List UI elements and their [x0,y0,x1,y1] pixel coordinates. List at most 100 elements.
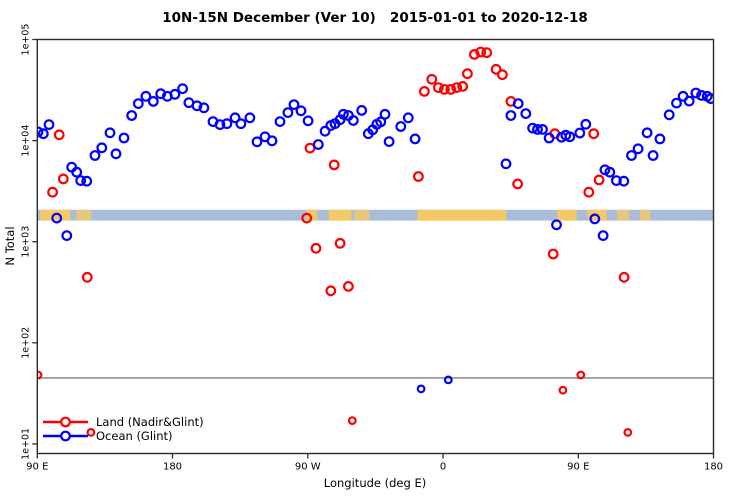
data-point [551,219,562,231]
data-point [632,143,644,155]
data-point [347,115,359,126]
legend: Land (Nadir&Glint)Ocean (Glint) [43,415,204,443]
data-point [618,271,630,283]
x-tick-label: 90 E [26,462,48,473]
data-point [671,97,682,109]
y-tick-label: 1e+04 [21,125,32,157]
data-point [295,105,307,117]
data-point [497,69,508,81]
data-point [547,248,559,260]
data-point [118,132,130,144]
x-tick-label: 180 [163,462,182,473]
data-point [413,171,424,182]
data-point [81,175,93,187]
data-point [221,118,233,130]
data-point [310,242,322,254]
data-point [580,118,592,130]
legend-entry-label: Land (Nadir&Glint) [96,415,204,429]
data-point [527,122,538,134]
data-point [443,375,453,385]
data-point [475,46,487,58]
data-point [593,174,605,186]
data-point [641,127,653,139]
data-point [469,49,480,60]
legend-entry-label: Ocean (Glint) [96,429,173,443]
chart-title: 10N-15N December (Ver 10) 2015-01-01 to … [162,10,588,26]
data-point [53,129,65,141]
data-point [505,110,517,121]
data-point [251,136,263,148]
data-point [328,159,340,171]
data-point [177,83,189,95]
land-segment [639,209,651,221]
legend-marker-circle [60,416,71,428]
plot-frame [36,38,715,455]
data-point [663,109,675,121]
data-point [75,175,87,187]
data-point [47,186,58,198]
data-point [169,88,181,100]
x-axis: 90 E 180 90 W 0 90 E 180 [26,453,723,473]
data-point [416,384,426,394]
data-point [520,108,532,119]
data-point [439,83,450,95]
data-point [543,132,555,144]
data-point [451,82,463,93]
data-point [705,93,714,104]
data-point [383,136,395,148]
x-tick-label: 0 [440,462,446,473]
x-tick-label: 90 E [567,462,589,473]
data-point [140,90,152,102]
data-point [198,102,210,114]
data-point [583,186,595,198]
data-point [126,110,138,121]
legend-marker-circle [60,430,71,442]
data-point [312,139,324,150]
land-segment [417,209,507,221]
data-point [81,271,93,283]
data-point [37,126,44,138]
data-point [132,98,144,109]
data-point [71,166,83,178]
data-point [229,112,241,124]
data-point [457,80,469,92]
data-point [576,370,586,380]
y-tick-label: 1e+02 [21,327,32,359]
land-segment [328,209,352,221]
y-tick-label: 1e+01 [21,428,32,460]
x-axis-label: Longitude (deg E) [323,476,427,490]
land-segment [306,209,317,221]
data-point [301,212,313,224]
data-point [51,212,63,224]
data-point [338,108,349,120]
data-point [147,95,159,107]
data-point [302,115,314,127]
data-point [334,237,346,249]
data-point [481,47,493,59]
data-point [654,133,666,145]
data-point [532,123,543,135]
data-point [564,131,576,143]
data-point [419,85,430,97]
data-point [282,107,294,118]
land-segment [40,209,71,221]
y-tick-label: 1e+05 [21,24,32,56]
data-point [690,87,702,99]
land-segment [354,209,370,221]
data-point [402,112,414,124]
data-point [343,281,354,292]
data-point [696,89,707,101]
data-point [604,166,616,178]
data-point [37,370,43,380]
data-point [395,121,407,132]
data-point [500,158,512,170]
coastline-band [37,209,714,221]
data-point [89,150,101,161]
data-point [379,108,391,120]
data-point [86,428,96,437]
series-ocean [37,83,714,394]
data-point [288,99,300,110]
land-segment [76,209,92,221]
data-point [588,128,600,140]
